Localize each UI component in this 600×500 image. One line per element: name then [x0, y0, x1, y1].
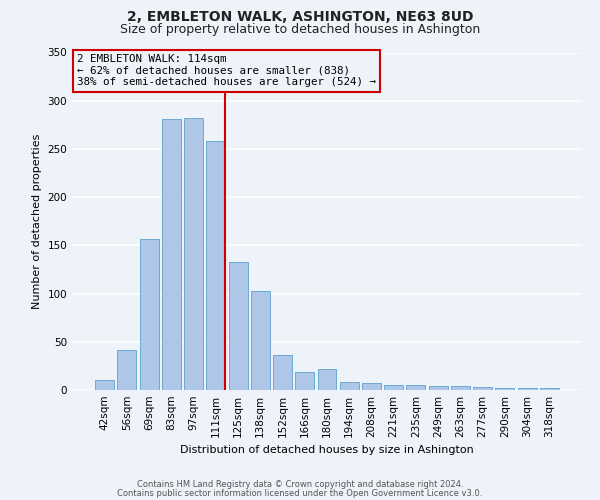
- Bar: [429, 386, 448, 390]
- X-axis label: Distribution of detached houses by size in Ashington: Distribution of detached houses by size …: [180, 446, 474, 456]
- Bar: [518, 388, 536, 390]
- Bar: [162, 119, 181, 390]
- Bar: [540, 388, 559, 390]
- Bar: [473, 387, 492, 390]
- Bar: [384, 385, 403, 390]
- Bar: [340, 382, 359, 390]
- Bar: [406, 385, 425, 390]
- Bar: [140, 238, 158, 390]
- Text: 2 EMBLETON WALK: 114sqm
← 62% of detached houses are smaller (838)
38% of semi-d: 2 EMBLETON WALK: 114sqm ← 62% of detache…: [77, 54, 376, 88]
- Text: 2, EMBLETON WALK, ASHINGTON, NE63 8UD: 2, EMBLETON WALK, ASHINGTON, NE63 8UD: [127, 10, 473, 24]
- Bar: [118, 350, 136, 390]
- Bar: [229, 262, 248, 390]
- Bar: [273, 356, 292, 390]
- Text: Size of property relative to detached houses in Ashington: Size of property relative to detached ho…: [120, 22, 480, 36]
- Bar: [206, 141, 225, 390]
- Bar: [451, 386, 470, 390]
- Bar: [184, 118, 203, 390]
- Text: Contains public sector information licensed under the Open Government Licence v3: Contains public sector information licen…: [118, 489, 482, 498]
- Y-axis label: Number of detached properties: Number of detached properties: [32, 134, 42, 309]
- Text: Contains HM Land Registry data © Crown copyright and database right 2024.: Contains HM Land Registry data © Crown c…: [137, 480, 463, 489]
- Bar: [95, 380, 114, 390]
- Bar: [496, 388, 514, 390]
- Bar: [295, 372, 314, 390]
- Bar: [317, 369, 337, 390]
- Bar: [362, 383, 381, 390]
- Bar: [251, 290, 270, 390]
